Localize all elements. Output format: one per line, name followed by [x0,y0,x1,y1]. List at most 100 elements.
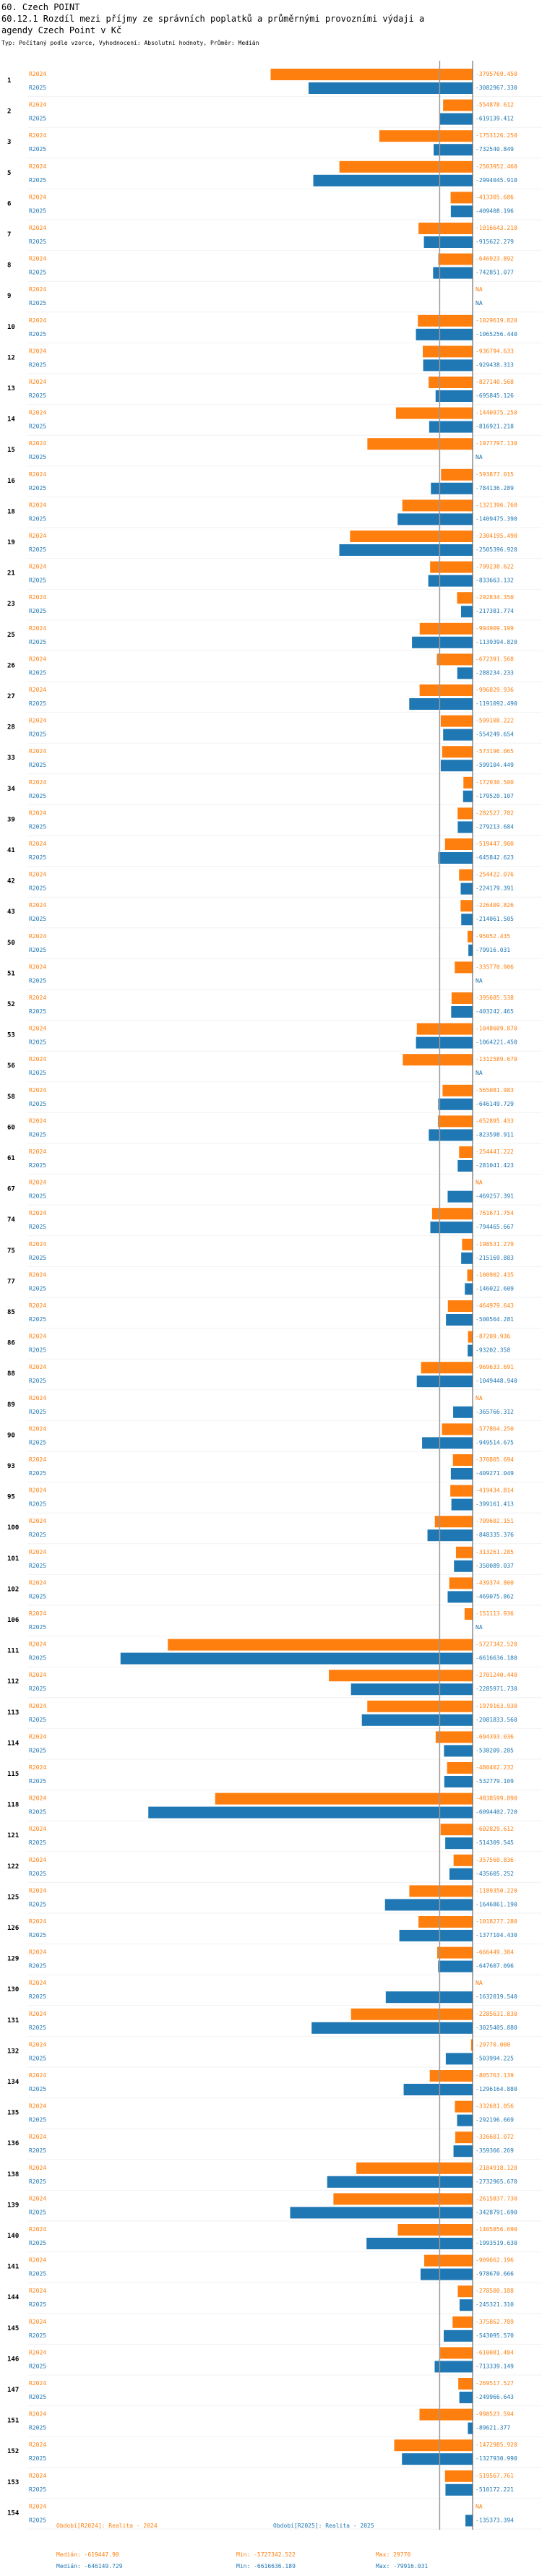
category-label: 52 [7,1001,15,1008]
bar-r2025-67 [447,1190,473,1203]
category-label: 56 [7,1062,15,1070]
series-label: R2025 [29,1470,46,1477]
bar-r2024-100 [434,1516,473,1528]
category-label: 10 [7,324,15,331]
data-label: -994909.199 [476,625,514,632]
category-label: 67 [7,1186,15,1193]
bar-r2025-90 [422,1437,473,1449]
bar-r2025-134 [403,2084,473,2095]
series-label: R2024 [29,1579,46,1586]
data-label: -357560.836 [476,1857,514,1863]
data-label: -1327930.990 [476,2455,517,2462]
series-label: R2024 [29,2011,46,2017]
bar-r2025-145 [444,2330,473,2342]
category-label: 8 [7,262,11,270]
series-label: R2024 [29,1795,46,1802]
data-label: -469075.862 [476,1593,514,1600]
data-label: -403242.465 [476,1008,514,1015]
bar-r2025-95 [451,1498,473,1511]
series-label: R2024 [29,1087,46,1094]
series-label: R2024 [29,1857,46,1863]
series-label: R2025 [29,1871,46,1877]
series-label: R2025 [29,1809,46,1816]
data-label: -503994.225 [476,2055,514,2061]
data-label: -5727342.520 [476,1641,517,1648]
bar-r2025-85 [446,1314,473,1326]
series-label: R2024 [29,533,46,539]
series-label: R2025 [29,2517,46,2523]
bar-r2024-19 [350,531,473,542]
bar-r2024-8 [438,253,473,265]
bar-r2024-7 [418,223,473,234]
series-label: R2024 [29,1456,46,1463]
bar-r2025-7 [423,236,473,248]
bar-r2025-112 [350,1683,473,1696]
category-label: 121 [7,1832,19,1839]
series-label: R2024 [29,102,46,108]
data-label: -1312589.670 [476,1056,517,1062]
bar-r2024-39 [457,807,473,820]
bar-r2025-42 [460,883,473,895]
data-label: -6094402.720 [476,1809,517,1816]
bar-r2024-114 [435,1731,473,1743]
bar-r2024-131 [350,2008,473,2020]
category-label: 61 [7,1155,15,1162]
series-label: R2025 [29,793,46,799]
series-label: R2024 [29,718,46,724]
category-label: 7 [7,231,11,239]
data-label: -996829.936 [476,687,514,693]
data-label: -3082967.330 [476,85,517,91]
data-label: -1191092.490 [476,700,517,707]
series-label: R2025 [29,424,46,430]
bar-r2024-86 [468,1331,473,1343]
data-label: -29770.000 [476,2041,510,2048]
data-label: -652895.433 [476,1117,514,1124]
series-label: R2025 [29,2425,46,2431]
data-label: -1977797.130 [476,440,517,447]
series-label: R2024 [29,2288,46,2294]
series-label: R2024 [29,132,46,139]
bar-r2024-122 [453,1854,473,1866]
data-label: -732540.849 [476,146,514,153]
series-label: R2024 [29,1518,46,1524]
bar-r2025-131 [311,2022,473,2034]
data-label: -1189350.220 [476,1887,517,1894]
bar-r2024-112 [329,1670,473,1682]
category-label: 26 [7,662,15,669]
bar-r2024-118 [215,1793,473,1805]
category-label: 134 [7,2079,20,2086]
category-label: 27 [7,693,15,700]
bar-r2024-102 [449,1577,473,1589]
data-label: -151113.936 [476,1610,514,1617]
bar-r2024-56 [403,1054,473,1066]
data-label: -281041.423 [476,1162,514,1169]
data-label: -226409.826 [476,902,514,909]
bar-r2025-111 [120,1652,473,1665]
series-label: R2025 [29,731,46,738]
category-label: 41 [7,847,15,854]
series-label: R2025 [29,1162,46,1169]
category-label: 89 [7,1401,15,1409]
data-label: -1296164.880 [476,2086,517,2092]
data-label: -2184918.120 [476,2165,517,2171]
bar-r2025-144 [459,2299,473,2311]
series-label: R2025 [29,1686,46,1692]
bar-r2024-51 [455,961,473,974]
data-label: -146022.609 [476,1285,514,1292]
category-label: 135 [7,2110,19,2117]
bar-r2024-135 [455,2100,473,2113]
bar-r2024-93 [452,1454,473,1466]
series-label: R2024 [29,1610,46,1617]
data-label: -909662.196 [476,2257,514,2264]
series-label: R2025 [29,1747,46,1753]
data-label: -532779.109 [476,1778,514,1785]
data-label: -2994045.910 [476,177,517,184]
bar-r2024-145 [452,2316,473,2328]
series-label: R2024 [29,225,46,231]
bar-r2025-33 [440,760,473,772]
series-label: R2024 [29,194,46,200]
chart-info: Typ: Počítaný podle vzorce, Vyhodnocení:… [1,40,259,46]
bar-r2025-53 [416,1036,473,1049]
data-label: -784136.289 [476,485,514,491]
